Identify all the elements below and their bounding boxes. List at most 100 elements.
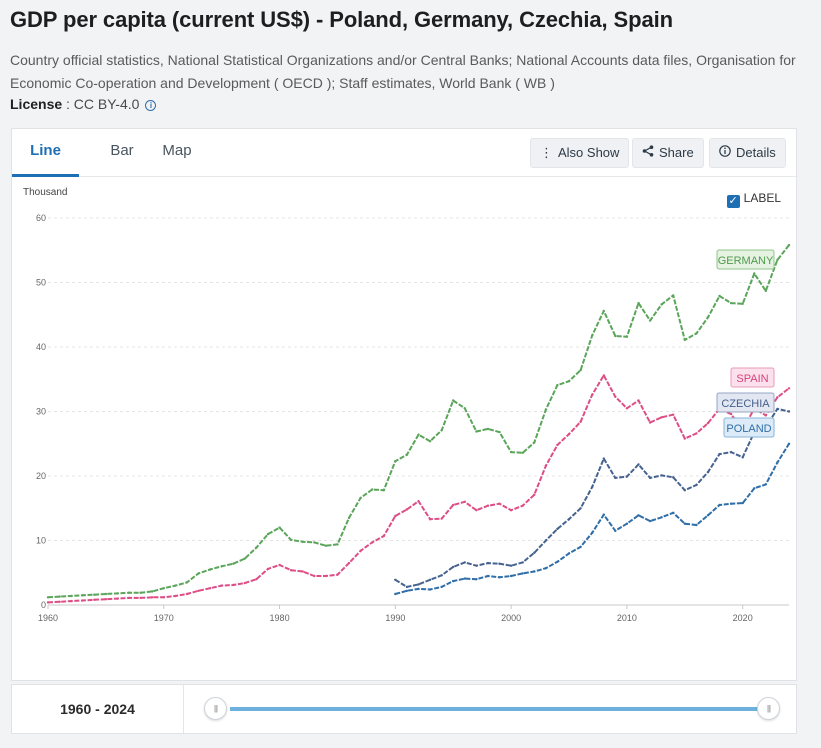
point-spain <box>336 573 339 576</box>
tab-map[interactable]: Map <box>162 142 192 159</box>
range-slider-track[interactable] <box>230 707 770 711</box>
x-tick-label: 1980 <box>270 613 290 623</box>
also-show-button[interactable]: ⋮ Also Show <box>530 138 630 168</box>
point-czechia <box>521 561 524 564</box>
point-czechia <box>706 470 710 474</box>
point-germany <box>544 408 548 411</box>
point-czechia <box>440 574 443 577</box>
point-germany <box>440 429 443 432</box>
label-checkbox[interactable]: ✓ <box>726 195 740 208</box>
point-germany <box>718 294 721 298</box>
point-germany <box>220 565 223 568</box>
point-spain <box>313 574 316 578</box>
point-poland <box>544 567 548 570</box>
line-chart: Thousand 0 10 20 30 40 50 60 1960 1970 1980 1990 200… <box>23 187 791 623</box>
point-germany <box>278 526 281 529</box>
also-show-label: Also Show <box>558 145 620 160</box>
license-value: : CC BY-4.0 <box>62 96 140 112</box>
point-germany <box>498 430 501 434</box>
point-spain <box>648 421 652 424</box>
point-germany <box>382 489 385 492</box>
point-germany <box>289 538 293 542</box>
point-czechia <box>614 476 617 480</box>
point-czechia <box>602 457 605 460</box>
x-tick-label: 1960 <box>38 613 58 623</box>
point-germany <box>324 544 328 547</box>
series-label-germany: GERMANY <box>718 255 774 267</box>
point-germany <box>602 309 605 313</box>
y-tick-label: 40 <box>36 342 46 352</box>
point-spain <box>382 534 385 538</box>
tab-bar[interactable]: Bar <box>110 142 134 159</box>
y-tick-label: 20 <box>36 471 46 481</box>
license-label: License <box>10 96 63 112</box>
point-czechia <box>591 485 594 489</box>
point-germany <box>347 516 351 520</box>
tab-line[interactable]: Line <box>12 129 79 177</box>
time-range-bar: 1960 - 2024 ||| ||| <box>11 684 797 734</box>
share-icon <box>642 139 654 167</box>
point-poland <box>614 529 617 532</box>
y-tick-label: 50 <box>36 278 46 288</box>
point-spain <box>81 599 84 602</box>
point-germany <box>174 584 177 587</box>
details-label: Details <box>736 145 776 160</box>
point-poland <box>753 487 756 490</box>
point-poland <box>567 552 571 555</box>
point-poland <box>718 503 721 507</box>
point-germany <box>753 272 756 275</box>
point-poland <box>591 531 594 534</box>
point-czechia <box>648 476 652 480</box>
point-poland <box>602 513 605 516</box>
point-poland <box>440 585 443 589</box>
point-spain <box>359 549 362 552</box>
point-poland <box>672 511 675 514</box>
series-line-germany <box>47 244 790 599</box>
point-germany <box>58 595 61 598</box>
point-germany <box>509 450 513 454</box>
range-start-handle[interactable]: ||| <box>204 697 227 720</box>
point-germany <box>104 592 108 596</box>
point-spain <box>776 396 779 399</box>
point-spain <box>567 432 571 436</box>
point-czechia <box>452 565 455 569</box>
info-icon[interactable]: i <box>145 100 157 111</box>
point-spain <box>127 596 131 600</box>
label-toggle[interactable]: ✓ LABEL <box>726 191 781 208</box>
point-spain <box>509 509 513 512</box>
point-czechia <box>683 489 686 492</box>
point-germany <box>637 301 640 305</box>
point-poland <box>660 516 663 519</box>
point-poland <box>741 501 744 505</box>
point-czechia <box>741 456 744 459</box>
point-poland <box>417 587 420 591</box>
point-germany <box>533 441 536 444</box>
point-germany <box>197 572 200 575</box>
point-germany <box>417 433 420 436</box>
point-germany <box>70 594 73 598</box>
point-czechia <box>428 578 432 581</box>
point-poland <box>394 592 397 596</box>
series-line-poland <box>395 443 790 595</box>
more-vertical-icon: ⋮ <box>540 145 553 160</box>
source-text: Country official statistics, National St… <box>10 52 796 91</box>
point-poland <box>579 545 582 549</box>
point-germany <box>139 591 142 594</box>
point-spain <box>278 563 281 567</box>
point-czechia <box>787 410 791 413</box>
point-poland <box>787 442 791 445</box>
details-button[interactable]: Details <box>709 138 786 168</box>
point-poland <box>509 574 513 578</box>
point-poland <box>637 514 640 517</box>
point-spain <box>243 581 246 585</box>
point-spain <box>394 514 397 518</box>
series-tag-czechia <box>716 392 775 413</box>
share-button[interactable]: Share <box>632 138 704 168</box>
point-germany <box>405 453 409 456</box>
series-label-czechia: CZECHIA <box>721 398 770 410</box>
point-czechia <box>718 452 721 456</box>
range-end-handle[interactable]: ||| <box>757 697 780 720</box>
point-poland <box>463 577 466 580</box>
point-germany <box>81 594 84 597</box>
point-germany <box>776 258 779 262</box>
